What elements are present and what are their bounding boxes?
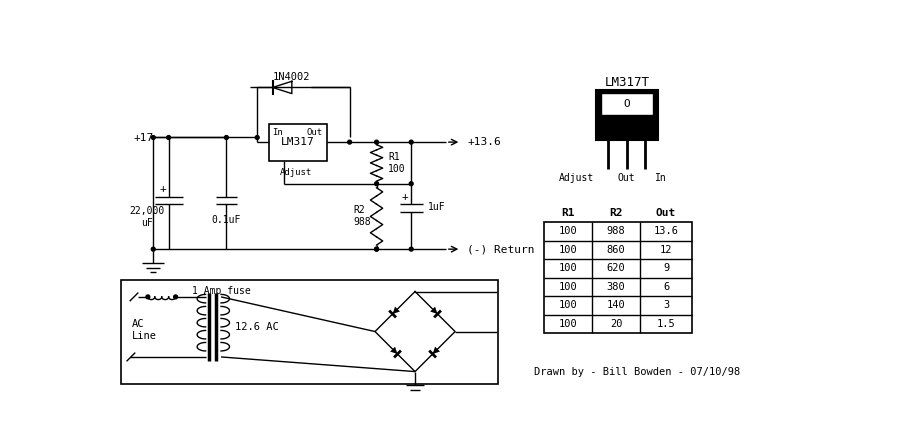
Text: AC
Line: AC Line xyxy=(131,319,157,341)
Text: +: + xyxy=(159,184,166,194)
Text: 3: 3 xyxy=(663,301,670,310)
Text: 20: 20 xyxy=(610,319,622,329)
Text: 1uF: 1uF xyxy=(428,202,446,212)
Text: 380: 380 xyxy=(607,282,625,292)
Text: Drawn by - Bill Bowden - 07/10/98: Drawn by - Bill Bowden - 07/10/98 xyxy=(535,367,741,378)
Circle shape xyxy=(166,136,171,139)
Text: 100: 100 xyxy=(559,264,578,273)
Circle shape xyxy=(374,247,379,251)
Bar xyxy=(596,90,658,140)
Text: 9: 9 xyxy=(663,264,670,273)
Text: 6: 6 xyxy=(663,282,670,292)
Circle shape xyxy=(410,182,413,186)
Text: +13.6: +13.6 xyxy=(467,137,501,147)
Text: 12: 12 xyxy=(660,245,672,255)
Text: 1N4002: 1N4002 xyxy=(273,72,310,82)
Text: 860: 860 xyxy=(607,245,625,255)
Text: 0.1uF: 0.1uF xyxy=(212,215,241,225)
Bar xyxy=(121,280,499,384)
Bar xyxy=(269,124,327,161)
Text: 140: 140 xyxy=(607,301,625,310)
Circle shape xyxy=(374,140,379,144)
Text: 100: 100 xyxy=(559,227,578,236)
Circle shape xyxy=(374,247,379,251)
Text: 988: 988 xyxy=(607,227,625,236)
Text: 100: 100 xyxy=(559,301,578,310)
Text: 620: 620 xyxy=(607,264,625,273)
Text: Out: Out xyxy=(307,128,322,137)
Text: +: + xyxy=(401,192,409,202)
Text: 100: 100 xyxy=(559,319,578,329)
Text: 100: 100 xyxy=(559,282,578,292)
Text: R1: R1 xyxy=(562,208,575,218)
Circle shape xyxy=(347,140,352,144)
Polygon shape xyxy=(433,347,440,354)
Text: +17: +17 xyxy=(134,132,154,143)
Circle shape xyxy=(151,247,155,251)
Text: LM317: LM317 xyxy=(281,137,314,147)
Circle shape xyxy=(224,136,229,139)
Circle shape xyxy=(374,182,379,186)
Text: In: In xyxy=(654,173,666,183)
Bar xyxy=(600,93,653,115)
Text: Out: Out xyxy=(618,173,635,183)
Text: Adjust: Adjust xyxy=(280,168,312,177)
Text: LM317T: LM317T xyxy=(604,76,649,89)
Polygon shape xyxy=(390,347,398,354)
Text: R2: R2 xyxy=(609,208,623,218)
Circle shape xyxy=(410,247,413,251)
Text: O: O xyxy=(624,99,630,109)
Text: (-) Return: (-) Return xyxy=(467,244,535,254)
Text: 1 Amp fuse: 1 Amp fuse xyxy=(192,286,250,296)
Polygon shape xyxy=(392,307,400,314)
Text: 13.6: 13.6 xyxy=(653,227,679,236)
Text: 100: 100 xyxy=(559,245,578,255)
Text: Adjust: Adjust xyxy=(559,173,595,183)
Text: 22,000
uF: 22,000 uF xyxy=(130,206,165,227)
Bar xyxy=(544,222,692,333)
Circle shape xyxy=(174,295,177,299)
Circle shape xyxy=(410,140,413,144)
Circle shape xyxy=(256,136,259,139)
Text: 12.6 AC: 12.6 AC xyxy=(235,322,279,332)
Text: In: In xyxy=(273,128,284,137)
Text: R1
100: R1 100 xyxy=(388,152,406,174)
Circle shape xyxy=(151,136,155,139)
Text: 1.5: 1.5 xyxy=(657,319,675,329)
Circle shape xyxy=(146,295,149,299)
Polygon shape xyxy=(430,307,437,314)
Text: Out: Out xyxy=(656,208,676,218)
Text: R2
988: R2 988 xyxy=(354,205,371,227)
